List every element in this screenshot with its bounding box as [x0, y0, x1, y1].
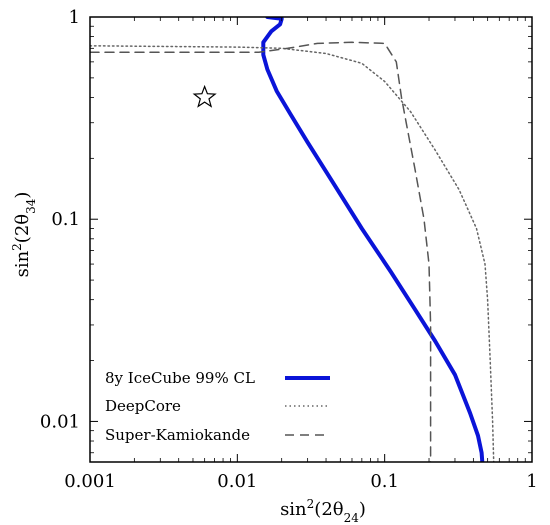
legend-label-super-kamiokande: Super-Kamiokande [105, 426, 250, 444]
y-axis-label: sin2(2θ34) [10, 192, 38, 278]
series-line-deepcore [90, 45, 495, 462]
chart-marks [90, 17, 495, 462]
y-tick-label: 1 [69, 7, 80, 28]
series-line-8y-icecube-99-cl [261, 17, 485, 462]
axis-ticks: 0.001 0.01 0.1 1 0.01 0.1 1 [40, 7, 538, 492]
legend-label-deepcore: DeepCore [105, 397, 181, 415]
legend: 8y IceCube 99% CL DeepCore Super-Kamiokand… [105, 369, 330, 444]
legend-label-8y-icecube-99-cl: 8y IceCube 99% CL [105, 369, 255, 387]
y-tick-label: 0.1 [51, 209, 80, 230]
y-tick-label: 0.01 [40, 411, 80, 432]
x-axis-label: sin2(2θ24) [280, 497, 366, 525]
plot-frame [89, 16, 533, 463]
series-line-super-kamiokande [90, 41, 432, 462]
x-tick-label: 0.01 [217, 471, 257, 492]
x-tick-label: 1 [526, 471, 537, 492]
star-marker [192, 84, 217, 108]
x-tick-label: 0.1 [370, 471, 399, 492]
x-tick-label: 0.001 [64, 471, 116, 492]
